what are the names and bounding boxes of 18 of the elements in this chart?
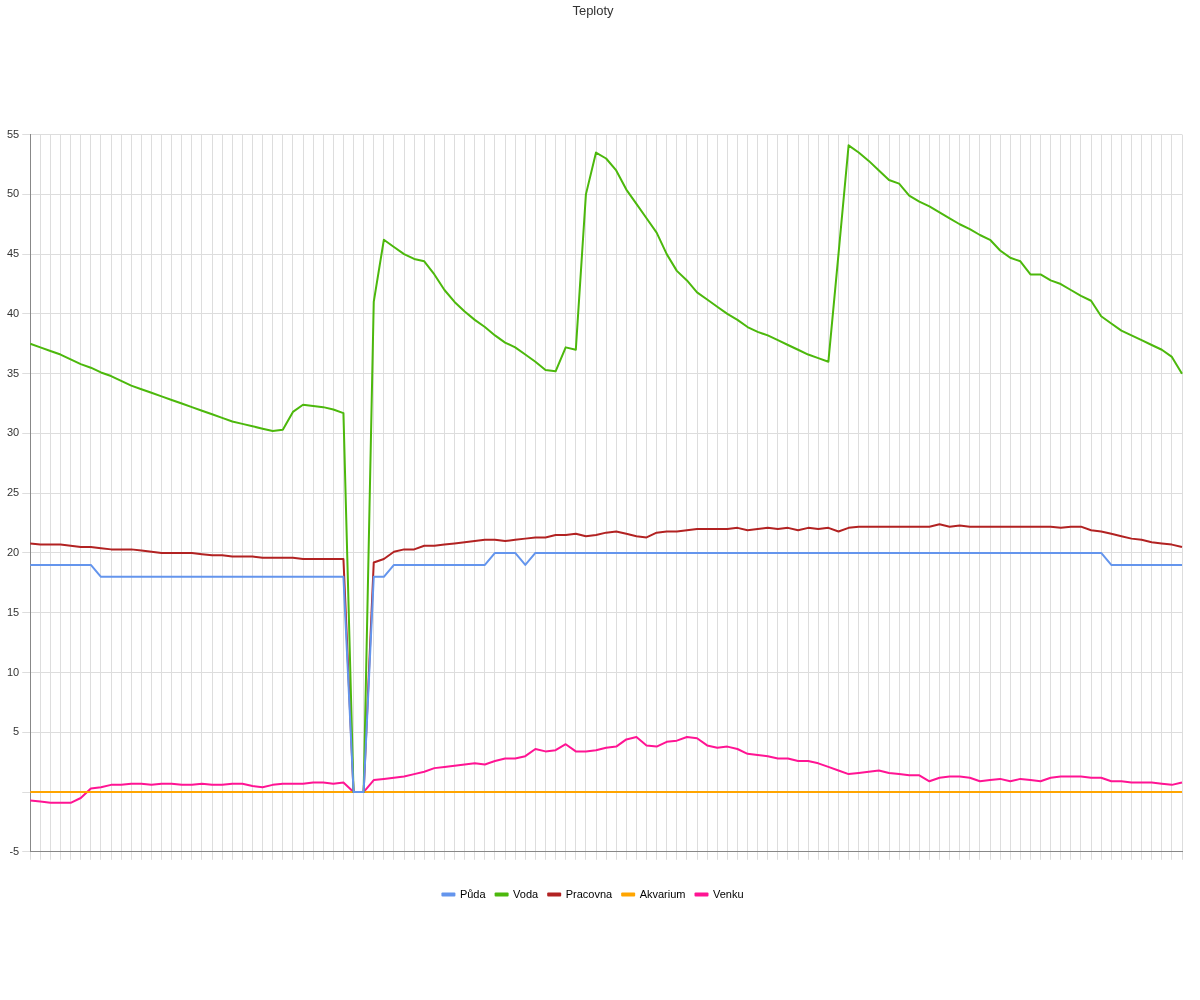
legend-label: Voda: [513, 887, 540, 900]
chart-title: Teploty: [572, 3, 615, 19]
y-tick-label: 45: [6, 247, 20, 260]
y-tick-label: 5: [13, 725, 20, 738]
y-tick-label: 30: [6, 426, 20, 439]
y-tick-label: 40: [6, 306, 20, 319]
legend-label: Venku: [713, 887, 744, 900]
legend-label: Pracovna: [565, 887, 614, 900]
y-tick-label: 10: [6, 665, 20, 678]
y-tick-label: -5: [9, 844, 20, 857]
y-tick-label: 50: [6, 187, 20, 200]
y-tick-label: 35: [6, 366, 20, 379]
y-tick-label: 15: [6, 605, 20, 618]
y-tick-label: 25: [6, 486, 20, 499]
y-tick-label: 20: [6, 546, 20, 558]
y-tick-label: 55: [6, 127, 20, 140]
legend-label: Akvarium: [639, 887, 686, 900]
legend-label: Půda: [459, 887, 487, 900]
